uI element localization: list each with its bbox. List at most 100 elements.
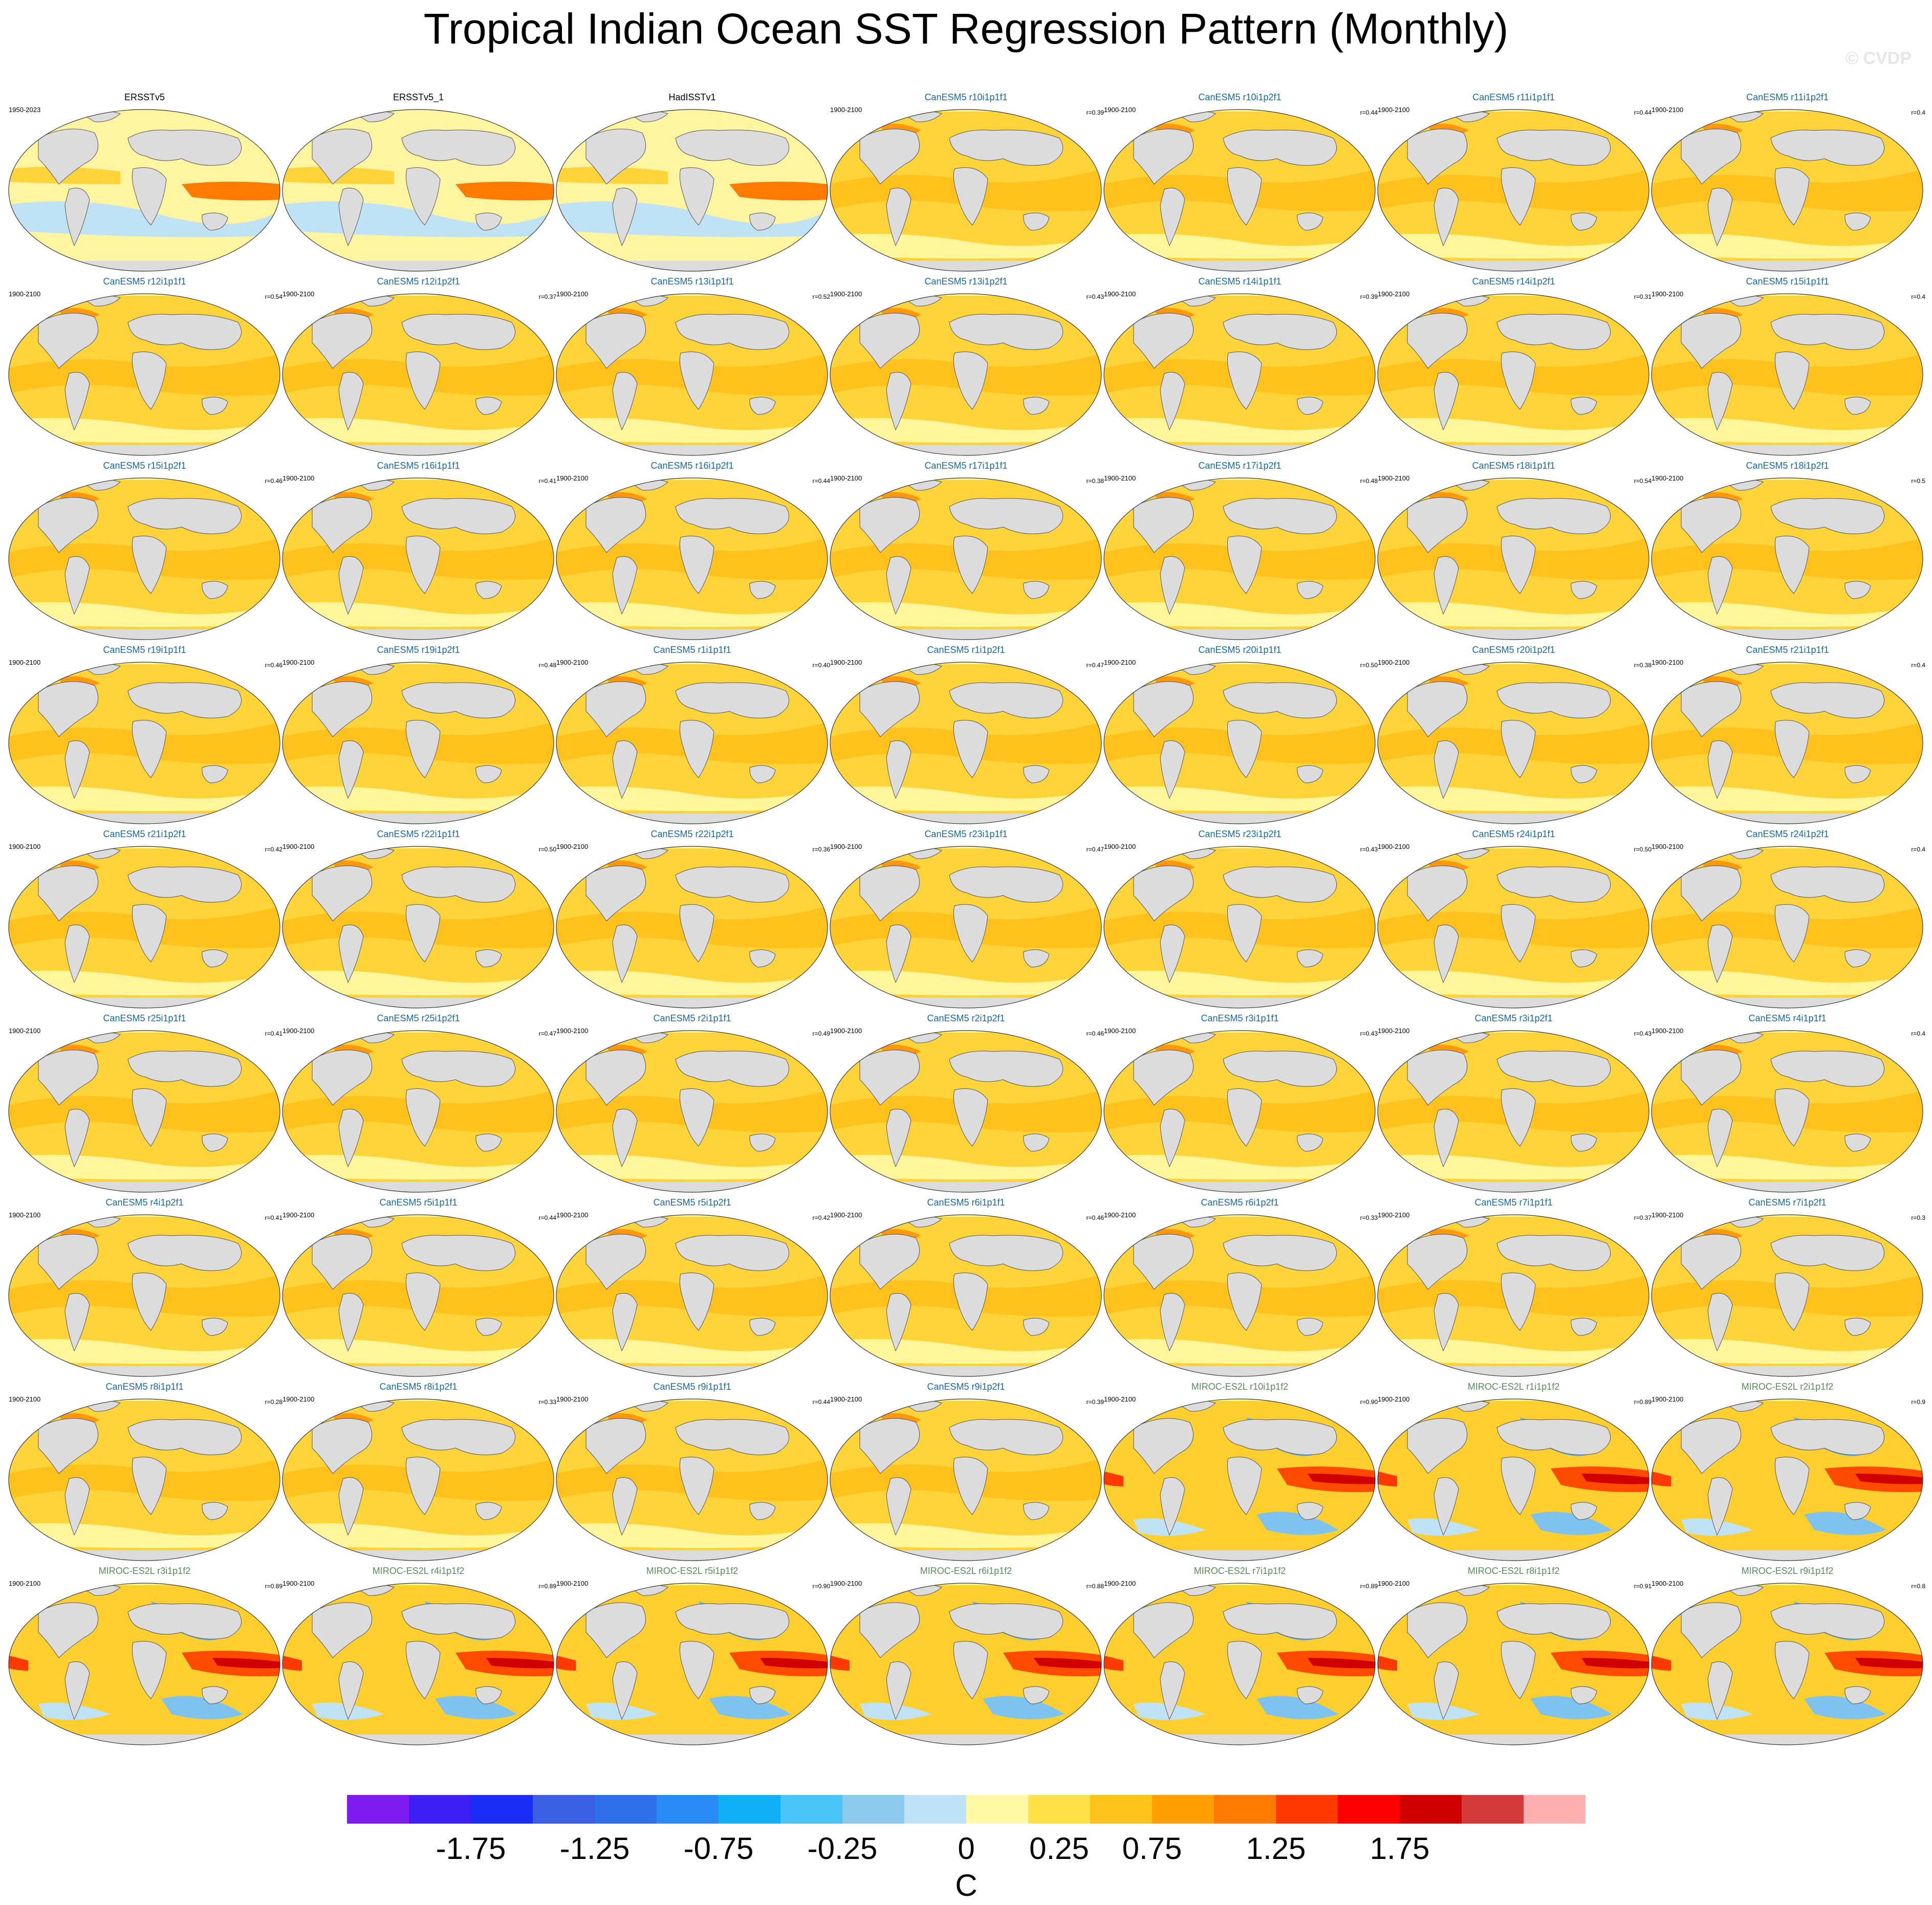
antarctica bbox=[1104, 1182, 1375, 1192]
continent bbox=[132, 352, 167, 410]
antarctica bbox=[1378, 261, 1649, 271]
antarctica bbox=[283, 1182, 554, 1192]
continent bbox=[132, 1641, 167, 1699]
continent bbox=[886, 740, 911, 799]
colorbar-swatch bbox=[409, 1795, 471, 1824]
map-outline bbox=[830, 1214, 1102, 1377]
panel-period: 1900-2100 bbox=[1652, 290, 1684, 298]
continent bbox=[1707, 925, 1733, 983]
panel-period: 1900-2100 bbox=[1104, 843, 1136, 850]
colorbar-swatch bbox=[471, 1795, 533, 1824]
enso-west-edge bbox=[1652, 1471, 1671, 1486]
panel-title: CanESM5 r22i1p1f1 bbox=[377, 829, 460, 839]
antarctica bbox=[9, 445, 280, 455]
continent bbox=[1223, 314, 1337, 350]
enso-core bbox=[1581, 1658, 1649, 1669]
continent bbox=[405, 352, 441, 410]
panel-correlation: r=0.48 bbox=[538, 662, 556, 669]
panel-period: 1900-2100 bbox=[283, 1211, 315, 1219]
continent bbox=[1227, 536, 1262, 594]
continent bbox=[1571, 212, 1597, 231]
continent bbox=[64, 925, 90, 983]
antarctica bbox=[1378, 998, 1649, 1008]
map-panel: CanESM5 r24i1p2f1 1900-2100 r=0.4 bbox=[1651, 829, 1925, 1013]
continent bbox=[475, 1686, 502, 1704]
continent bbox=[1496, 314, 1611, 350]
world-map bbox=[8, 1030, 280, 1193]
antarctica bbox=[283, 261, 554, 271]
continent bbox=[675, 1419, 790, 1455]
antarctica bbox=[9, 1735, 280, 1745]
continent bbox=[1707, 188, 1733, 247]
enso-warm-tongue bbox=[182, 182, 280, 201]
map-outline bbox=[1377, 662, 1649, 824]
panel-period: 1900-2100 bbox=[283, 1580, 315, 1587]
continent bbox=[679, 536, 714, 594]
panel-period: 1900-2100 bbox=[830, 1395, 862, 1403]
continent bbox=[312, 497, 373, 553]
map-panel: CanESM5 r16i1p2f1 1900-2100 r=0.44 bbox=[555, 461, 830, 645]
continent bbox=[401, 682, 516, 718]
continent bbox=[1223, 682, 1337, 718]
continent bbox=[859, 497, 920, 553]
continent bbox=[1133, 865, 1194, 922]
panel-title: MIROC-ES2L r10i1p1f2 bbox=[1191, 1382, 1289, 1392]
arctic-band bbox=[830, 846, 1101, 848]
world-map bbox=[830, 293, 1102, 456]
world-map bbox=[1377, 477, 1649, 640]
map-panel: MIROC-ES2L r6i1p1f2 1900-2100 r=0.88 bbox=[829, 1566, 1104, 1750]
map-panel: CanESM5 r18i1p1f1 1900-2100 r=0.54 bbox=[1377, 461, 1652, 645]
world-map bbox=[1377, 1030, 1649, 1193]
colorbar-swatch bbox=[842, 1795, 904, 1824]
map-outline bbox=[556, 662, 828, 824]
antarctica bbox=[830, 1550, 1101, 1561]
map-panel: CanESM5 r11i1p1f1 1900-2100 r=0.44 bbox=[1377, 92, 1652, 276]
panel-correlation: r=0.28 bbox=[265, 1398, 283, 1406]
continent bbox=[312, 313, 373, 369]
map-panel: CanESM5 r2i1p1f1 1900-2100 r=0.49 bbox=[555, 1013, 830, 1197]
colorbar-tick-label: -0.75 bbox=[683, 1831, 754, 1866]
continent bbox=[1774, 1641, 1810, 1699]
continent bbox=[475, 949, 502, 968]
continent bbox=[1844, 1686, 1871, 1704]
continent bbox=[1844, 1133, 1871, 1152]
antarctica bbox=[283, 1735, 554, 1745]
panel-title: CanESM5 r18i1p2f1 bbox=[1746, 461, 1829, 471]
world-map bbox=[556, 1214, 828, 1377]
continent bbox=[953, 1457, 988, 1515]
map-outline bbox=[1103, 1583, 1376, 1745]
continent bbox=[338, 556, 364, 615]
continent bbox=[132, 1088, 167, 1147]
world-map bbox=[282, 477, 554, 640]
colorbar-swatch bbox=[904, 1795, 966, 1824]
continent bbox=[1434, 925, 1459, 983]
panel-correlation: r=0.4 bbox=[1911, 293, 1925, 300]
panel-correlation: r=0.52 bbox=[812, 293, 830, 300]
continent bbox=[675, 1603, 790, 1639]
colorbar-swatch bbox=[595, 1795, 657, 1824]
panel-period: 1900-2100 bbox=[283, 474, 315, 482]
continent bbox=[1160, 1661, 1185, 1720]
continent bbox=[405, 1088, 441, 1147]
arctic-band bbox=[1652, 294, 1923, 296]
continent bbox=[64, 1477, 90, 1536]
map-panel: CanESM5 r19i1p1f1 1900-2100 r=0.46 bbox=[8, 645, 283, 829]
panel-correlation: r=0.46 bbox=[1086, 1214, 1104, 1221]
map-outline bbox=[1103, 662, 1376, 824]
continent bbox=[475, 1318, 502, 1336]
colorbar-swatch bbox=[657, 1795, 719, 1824]
map-panel: CanESM5 r1i1p1f1 1900-2100 r=0.40 bbox=[555, 645, 830, 829]
world-map bbox=[8, 1583, 280, 1745]
panel-title: CanESM5 r10i1p1f1 bbox=[924, 92, 1008, 102]
continent bbox=[675, 498, 790, 534]
panel-correlation: r=0.8 bbox=[1911, 1583, 1925, 1590]
colorbar-tick-label: -1.75 bbox=[436, 1831, 506, 1866]
arctic-band bbox=[1652, 478, 1923, 480]
arctic-band bbox=[830, 662, 1101, 664]
continent bbox=[64, 188, 90, 247]
arctic-band bbox=[830, 1031, 1101, 1033]
arctic-band bbox=[830, 294, 1101, 296]
panel-period: 1900-2100 bbox=[1652, 474, 1684, 482]
world-map bbox=[1103, 477, 1376, 640]
panel-correlation: r=0.38 bbox=[1634, 662, 1652, 669]
